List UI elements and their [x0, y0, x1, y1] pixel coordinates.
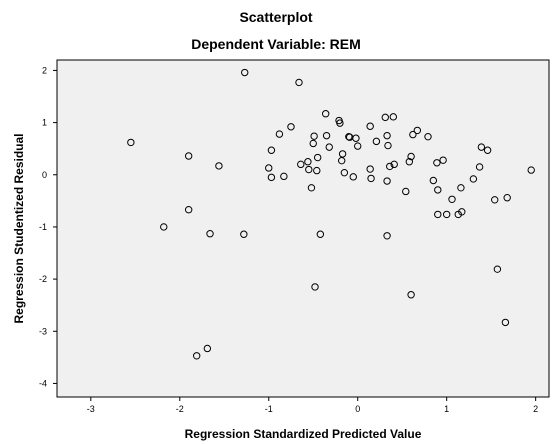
chart-subtitle: Dependent Variable: REM [191, 36, 361, 52]
data-point [311, 283, 319, 291]
x-tick-label: 0 [355, 404, 360, 414]
data-point [215, 162, 223, 170]
data-point [424, 132, 432, 141]
data-point [407, 152, 415, 161]
data-point [429, 176, 438, 185]
data-point [386, 162, 394, 171]
data-point [469, 175, 478, 183]
data-point [321, 110, 330, 118]
data-point [309, 139, 317, 148]
x-tick-label: -3 [87, 404, 95, 414]
data-point [448, 195, 456, 203]
data-point [457, 184, 465, 192]
data-point [316, 230, 325, 238]
data-point [336, 119, 344, 127]
data-point [491, 196, 499, 204]
data-point [483, 146, 492, 154]
axis-ticks: -3 -2 -1 0 1 2 2 1 0 -1 -2 -3 -4 [39, 65, 538, 414]
data-point [184, 206, 193, 214]
data-point [265, 164, 273, 172]
data-point [267, 173, 276, 182]
data-point [275, 130, 284, 138]
data-point [439, 156, 447, 164]
y-tick-label: -2 [39, 274, 47, 284]
data-point [367, 174, 375, 183]
data-point [280, 172, 288, 181]
data-point [325, 143, 333, 151]
data-point [338, 156, 346, 165]
data-point [389, 113, 398, 121]
y-tick-label: 0 [42, 170, 47, 180]
data-point [305, 165, 313, 174]
data-point [322, 131, 331, 140]
data-point [241, 68, 249, 77]
data-point [295, 78, 303, 87]
data-point [503, 194, 511, 202]
plot-area [56, 59, 550, 398]
data-point [366, 165, 374, 173]
data-point [381, 113, 389, 122]
data-point [384, 141, 392, 150]
data-point [413, 126, 422, 135]
y-tick-label: 1 [42, 118, 47, 128]
data-point [203, 344, 212, 353]
x-tick-label: 1 [444, 404, 449, 414]
data-point [390, 160, 398, 169]
data-point [402, 187, 410, 196]
data-point [477, 143, 486, 151]
x-axis-label: Regression Standardized Predicted Value [185, 427, 422, 441]
data-point [405, 158, 414, 166]
data-point [493, 265, 502, 273]
data-point [501, 318, 510, 327]
y-tick-label: -3 [39, 326, 47, 336]
data-point [458, 208, 466, 216]
y-axis-label: Regression Studentized Residual [12, 133, 26, 323]
data-point [407, 291, 415, 299]
data-point [297, 160, 305, 169]
data-point [434, 186, 442, 194]
chart-title: Scatterplot [239, 9, 313, 25]
data-point [383, 177, 391, 185]
data-point [192, 352, 201, 360]
data-point [352, 134, 360, 142]
data-point [340, 168, 349, 177]
data-point [310, 132, 318, 140]
x-tick-label: 2 [533, 404, 538, 414]
data-point [160, 223, 168, 231]
data-point [354, 142, 362, 150]
data-point [240, 230, 248, 238]
data-point [184, 152, 193, 160]
data-point [434, 210, 442, 219]
data-point [349, 173, 357, 181]
data-point [307, 184, 316, 192]
data-point [527, 166, 535, 174]
data-point [366, 122, 374, 130]
x-tick-label: -2 [176, 404, 184, 414]
x-tick-label: -1 [265, 404, 273, 414]
y-tick-label: -4 [39, 378, 47, 388]
data-point [383, 232, 391, 240]
data-point [442, 210, 451, 219]
data-point [475, 163, 484, 171]
data-point [304, 158, 312, 166]
data-point [206, 230, 214, 238]
data-point [127, 138, 135, 147]
data-point [313, 166, 321, 175]
data-point [267, 146, 276, 154]
data-points [127, 68, 535, 360]
data-point [372, 137, 381, 146]
data-point [433, 159, 441, 167]
y-tick-label: 2 [42, 65, 47, 75]
data-point [287, 123, 295, 131]
data-point [313, 153, 322, 162]
data-point [383, 131, 391, 140]
y-tick-label: -1 [39, 222, 47, 232]
data-point [409, 130, 417, 139]
